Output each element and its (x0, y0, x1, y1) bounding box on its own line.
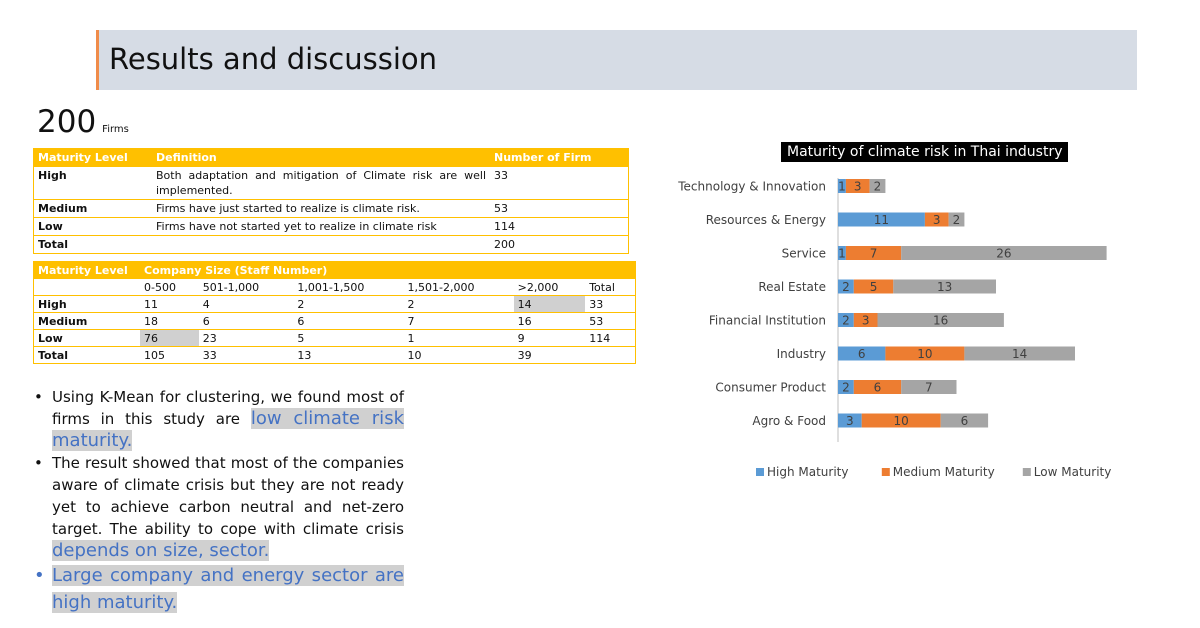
bar-segment (838, 313, 854, 327)
bar-segment (901, 246, 1107, 260)
table-row: High 11 4 2 2 14 33 (33, 295, 636, 313)
firm-count: 200 Firms (37, 104, 129, 140)
table-row: Medium Firms have just started to realiz… (33, 199, 629, 218)
company-size-table: Maturity Level Company Size (Staff Numbe… (33, 261, 636, 364)
category-label: Resources & Energy (706, 213, 826, 227)
category-label: Real Estate (758, 280, 826, 294)
data-label: 11 (874, 213, 889, 227)
table-header: Company Size (Staff Number) (140, 261, 636, 279)
bar-segment (893, 279, 996, 294)
bar-segment (838, 279, 854, 294)
bar-segment (838, 179, 846, 193)
data-label: 3 (862, 314, 870, 328)
table-subheader-row: 0-500 501-1,000 1,001-1,500 1,501-2,000 … (33, 278, 636, 296)
bar-segment (885, 346, 965, 361)
bar-segment (853, 380, 902, 394)
data-label: 2 (953, 213, 961, 227)
data-label: 7 (870, 247, 878, 261)
legend-label: Medium Maturity (893, 465, 995, 479)
data-label: 16 (933, 314, 948, 328)
bar-segment (877, 313, 1004, 327)
bar-segment (901, 380, 957, 394)
legend-label: Low Maturity (1034, 465, 1112, 479)
bar-segment (838, 380, 854, 394)
category-label: Consumer Product (715, 381, 826, 395)
bar-segment (924, 212, 949, 227)
bar-segment (940, 413, 989, 428)
highlight: Large company and energy sector are high… (52, 565, 404, 613)
data-label: 6 (961, 414, 969, 428)
data-label: 1 (838, 247, 846, 261)
firm-count-unit: Firms (102, 124, 129, 135)
data-label: 1 (838, 180, 846, 194)
bar-segment (869, 179, 886, 193)
table-header: Maturity Level (33, 148, 152, 167)
data-label: 2 (842, 314, 850, 328)
legend-swatch (756, 468, 764, 476)
bar-segment (845, 179, 870, 193)
table-row: Low Firms have not started yet to realiz… (33, 217, 629, 236)
list-item: The result showed that most of the compa… (32, 452, 404, 562)
data-label: 14 (1012, 347, 1027, 361)
data-label: 3 (933, 213, 941, 227)
data-label: 26 (996, 247, 1011, 261)
category-label: Agro & Food (752, 414, 826, 428)
category-label: Industry (777, 347, 826, 361)
list-item: Large company and energy sector are high… (32, 562, 404, 616)
table-row: Total 105 33 13 10 39 (33, 346, 636, 364)
category-label: Financial Institution (709, 314, 826, 328)
table-row: Total 200 (33, 235, 629, 254)
table-row: High Both adaptation and mitigation of C… (33, 166, 629, 200)
bar-segment (853, 279, 894, 294)
maturity-definition-table: Maturity Level Definition Number of Firm… (33, 148, 629, 254)
bar-segment (838, 212, 925, 227)
slide-title: Results and discussion (109, 42, 438, 76)
bar-segment (861, 413, 941, 428)
bar-segment (853, 313, 878, 327)
data-label: 2 (874, 180, 882, 194)
bar-segment (838, 413, 862, 428)
data-label: 10 (894, 414, 909, 428)
data-label: 6 (874, 381, 882, 395)
data-label: 6 (858, 347, 866, 361)
data-label: 3 (854, 180, 862, 194)
bar-segment (838, 246, 846, 260)
title-bar: Results and discussion (96, 30, 1137, 90)
findings-list: Using K-Mean for clustering, we found mo… (32, 386, 404, 616)
list-item: Using K-Mean for clustering, we found mo… (32, 386, 404, 452)
data-label: 2 (842, 280, 850, 294)
data-label: 2 (842, 381, 850, 395)
legend-label: High Maturity (767, 465, 849, 479)
table-header: Maturity Level (33, 261, 140, 279)
data-label: 10 (917, 347, 932, 361)
category-label: Technology & Innovation (677, 180, 826, 194)
table-row: Low 76 23 5 1 9 114 (33, 329, 636, 347)
legend-swatch (881, 468, 890, 476)
chart-title: Maturity of climate risk in Thai industr… (781, 142, 1069, 162)
bar-segment (964, 346, 1075, 361)
data-label: 13 (937, 280, 952, 294)
data-label: 7 (925, 381, 933, 395)
category-label: Service (782, 247, 826, 261)
highlight: depends on size, sector. (52, 540, 270, 561)
data-label: 5 (870, 280, 878, 294)
table-header: Number of Firm (490, 148, 629, 167)
data-label: 3 (846, 414, 854, 428)
legend-swatch (1022, 468, 1031, 476)
firm-count-number: 200 (37, 104, 97, 140)
bar-segment (845, 246, 902, 260)
bar-segment (948, 212, 965, 227)
bar-segment (838, 346, 886, 361)
table-row: Medium 18 6 6 7 16 53 (33, 312, 636, 330)
table-header: Definition (152, 148, 490, 167)
